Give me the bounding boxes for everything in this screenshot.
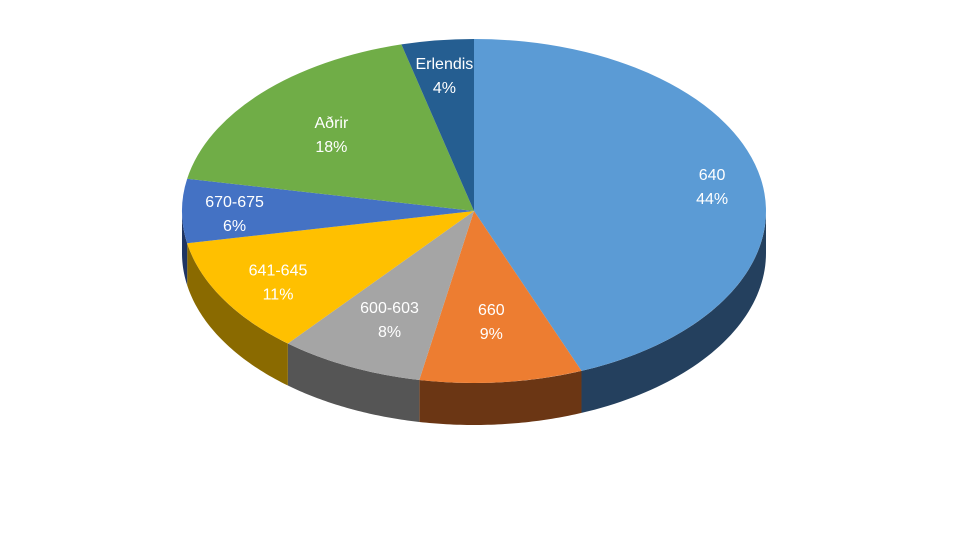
slice-label-670-675: 670-675 bbox=[205, 194, 264, 211]
slice-label-641-645: 641-645 bbox=[249, 262, 308, 279]
pie-tops bbox=[181, 39, 766, 383]
slice-value-640: 44% bbox=[696, 191, 728, 208]
slice-label-640: 640 bbox=[699, 167, 726, 184]
slice-side-660 bbox=[419, 370, 582, 425]
slice-side-640 bbox=[581, 211, 766, 413]
slice-value-600-603: 8% bbox=[378, 324, 401, 341]
slice-640 bbox=[474, 39, 766, 371]
slice-a-rir bbox=[187, 44, 475, 212]
slice-value-641-645: 11% bbox=[263, 286, 294, 303]
slice-value-erlendis: 4% bbox=[433, 80, 456, 97]
slice-erlendis bbox=[401, 39, 474, 211]
slice-670-675 bbox=[181, 178, 474, 244]
slice-value-670-675: 6% bbox=[223, 218, 246, 235]
pie-labels: 640 44% 660 9% 600-603 8% 641-645 11% 670-675 6% A… bbox=[205, 56, 728, 343]
slice-side-600-603 bbox=[287, 343, 420, 422]
slice-label-600-603: 600-603 bbox=[360, 300, 419, 317]
slice-side-670-675 bbox=[182, 211, 188, 286]
slice-660 bbox=[419, 211, 582, 383]
slice-600-603 bbox=[287, 211, 474, 380]
slice-value-660: 9% bbox=[480, 326, 503, 343]
slice-label-a-rir: Aðrir bbox=[315, 115, 349, 132]
slice-side-641-645 bbox=[187, 243, 288, 386]
slice-label-erlendis: Erlendis bbox=[415, 56, 473, 73]
pie-sides bbox=[182, 211, 766, 425]
slice-641-645 bbox=[187, 211, 475, 344]
slice-label-660: 660 bbox=[478, 302, 505, 319]
slice-value-a-rir: 18% bbox=[315, 139, 347, 156]
